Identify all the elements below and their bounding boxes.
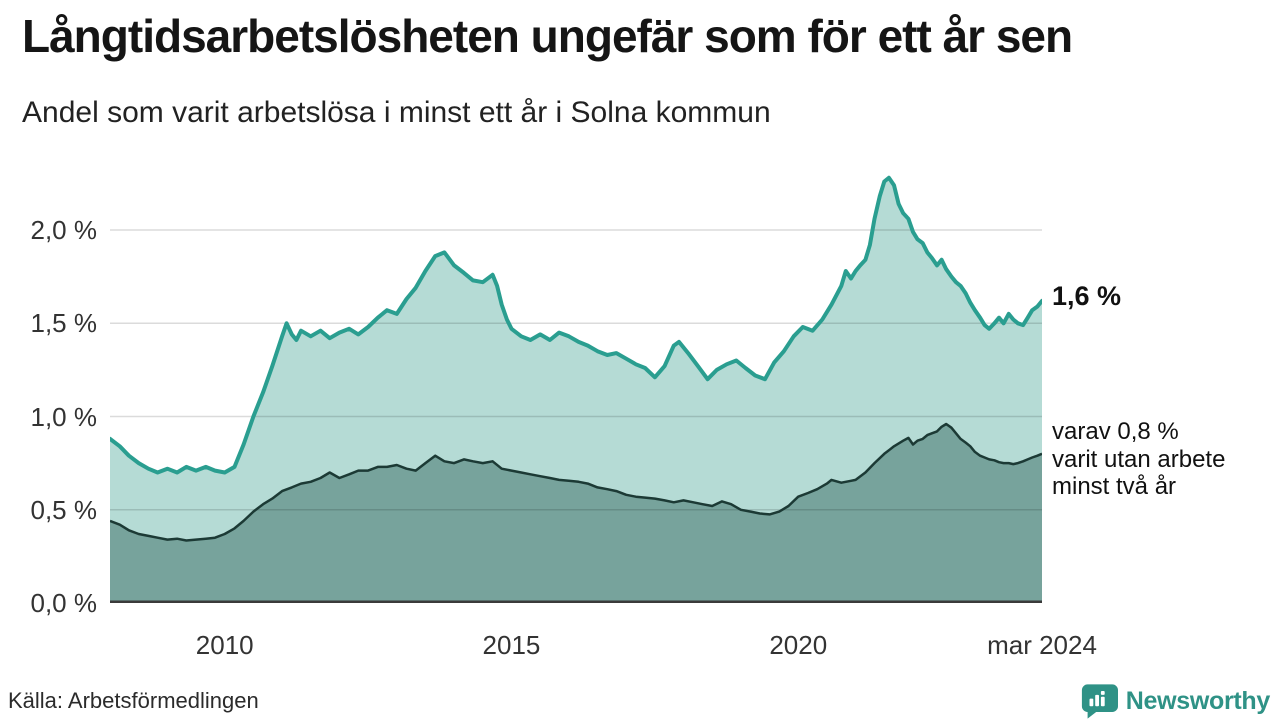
annotation-secondary-line: varit utan arbete (1052, 445, 1226, 473)
y-tick-label: 0,0 % (30, 588, 98, 618)
annotation-secondary-line: minst två år (1052, 473, 1177, 500)
y-tick-label: 2,0 % (30, 215, 98, 245)
y-tick-label: 1,5 % (30, 308, 98, 339)
page-title: Långtidsarbetslösheten ungefär som för e… (22, 10, 1073, 62)
newsworthy-wordmark: Newsworthy (1125, 687, 1271, 715)
x-tick-label: mar 2024 (987, 630, 1097, 660)
annotation-secondary: varav 0,8 % varit utan arbete minst två … (1052, 418, 1225, 501)
y-tick-label: 0,5 % (30, 494, 98, 525)
newsworthy-logo: Newsworthy (1080, 683, 1270, 720)
newsworthy-logo-icon (1081, 684, 1118, 719)
source-note: Källa: Arbetsförmedlingen (8, 688, 259, 713)
series-line-two-years (110, 422, 1042, 542)
x-tick-label: 2010 (195, 630, 254, 660)
series-line-total (110, 175, 1042, 475)
y-tick-label: 1,0 % (30, 401, 98, 432)
series-area-two-years (110, 424, 1042, 603)
x-tick-label: 2020 (769, 630, 828, 660)
x-tick-label: 2015 (482, 630, 541, 660)
bar-chart-icon (1089, 691, 1105, 707)
page-subtitle: Andel som varit arbetslösa i minst ett å… (22, 96, 771, 129)
annotation-secondary-line: varav 0,8 % (1052, 418, 1179, 445)
speech-bubble-shape (1081, 684, 1118, 719)
annotation-latest-value: 1,6 % (1052, 281, 1122, 311)
area-chart-canvas (110, 175, 1042, 603)
